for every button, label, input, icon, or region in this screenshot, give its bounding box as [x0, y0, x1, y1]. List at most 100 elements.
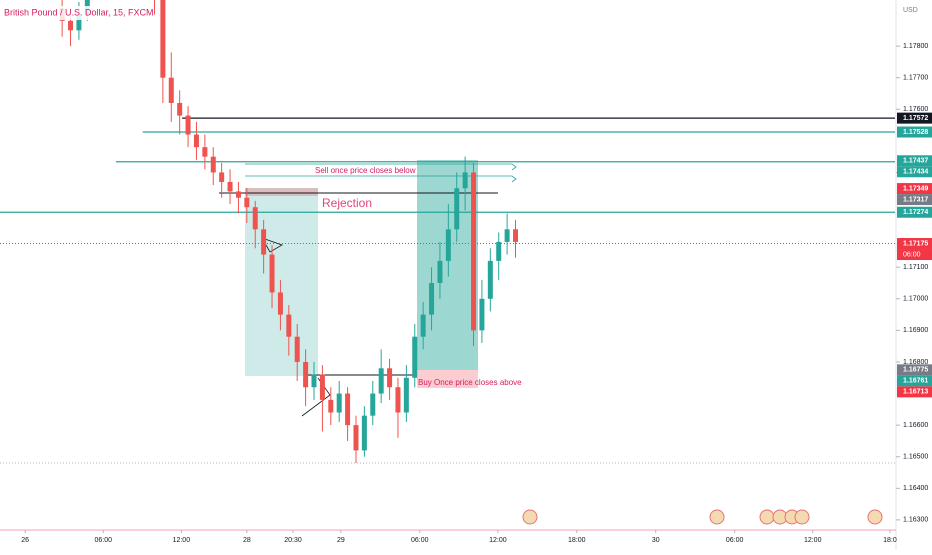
price-tag [897, 126, 932, 138]
candle-body [311, 374, 317, 388]
price-tag [897, 386, 932, 398]
candle-body [387, 368, 393, 388]
y-tick-label: 1.16400 [903, 485, 928, 492]
candle-body [336, 393, 342, 413]
candle-body [277, 292, 283, 315]
x-tick-label: 26 [21, 537, 29, 544]
candle-body [345, 393, 351, 426]
candle-body [462, 172, 468, 189]
candle-body [294, 336, 300, 362]
price-tag [897, 375, 932, 387]
candle-body [395, 387, 401, 413]
candle-body [252, 207, 258, 230]
candle-body [185, 115, 191, 135]
candle-body [235, 191, 241, 198]
price-tag [897, 183, 932, 195]
y-tick-label: 1.16300 [903, 517, 928, 524]
price-tag-label: 1.17437 [903, 158, 928, 165]
plot [0, 0, 895, 464]
candle-body [202, 147, 208, 157]
price-tag-label: 1.17434 [903, 169, 928, 176]
candle-body [269, 254, 275, 293]
candle-body [219, 172, 225, 182]
drawings [0, 160, 895, 464]
y-tick-label: 1.16600 [903, 422, 928, 429]
countdown-label: 06:00 [903, 251, 921, 258]
x-tick-label: 20:30 [284, 537, 302, 544]
candle-body [177, 102, 183, 116]
x-tick-label: 28 [243, 537, 251, 544]
y-tick-label: 1.16900 [903, 327, 928, 334]
event-icon [759, 509, 775, 525]
price-tag [897, 194, 932, 206]
candle-body [361, 415, 367, 451]
price-tag-label: 1.17349 [903, 185, 928, 192]
x-tick-label: 06:00 [411, 537, 429, 544]
annotation: Rejection [322, 196, 372, 210]
event-icon [867, 509, 883, 525]
x-tick-label: 12:00 [489, 537, 507, 544]
candle-body [445, 229, 451, 261]
candle-body [168, 77, 174, 103]
x-tick-label: 30 [652, 537, 660, 544]
candle-body [504, 229, 510, 242]
candle-body [437, 260, 443, 284]
candle-body [160, 0, 166, 78]
candle-body [496, 241, 502, 261]
x-tick-label: 18:0 [883, 537, 897, 544]
candle-body [286, 314, 292, 337]
candle-body [412, 336, 418, 378]
price-tag-label: 1.16775 [903, 367, 928, 374]
y-tick-label: 1.17700 [903, 75, 928, 82]
candle-body [487, 260, 493, 299]
annotation: Buy Once price closes above [418, 378, 522, 387]
candle-body [479, 298, 485, 331]
y-tick-label: 1.17800 [903, 43, 928, 50]
y-tick-label: 1.16800 [903, 359, 928, 366]
arrow-lines [245, 163, 517, 183]
x-tick-label: 18:00 [568, 537, 586, 544]
candle-body [513, 229, 519, 242]
candle-body [454, 188, 460, 230]
candle-body [68, 20, 74, 31]
price-tag-label: 1.17274 [903, 209, 928, 216]
price-tag [897, 112, 932, 124]
price-tag-label: 1.17317 [903, 196, 928, 203]
candle-body [244, 197, 250, 208]
title-bg [2, 6, 152, 20]
countdown-tag [897, 249, 932, 261]
candle-body [193, 134, 199, 148]
x-tick-label: 12:00 [804, 537, 822, 544]
candle-body [210, 156, 216, 173]
y-tick-label: 1.17000 [903, 296, 928, 303]
candle-body [403, 377, 409, 413]
candle-body [328, 399, 334, 413]
stop-zone [417, 370, 478, 388]
price-tag-label: 1.17528 [903, 129, 928, 136]
stop-zone [245, 188, 318, 196]
candle-body [471, 172, 477, 331]
x-tick-label: 06:00 [726, 537, 744, 544]
event-icon [709, 509, 725, 525]
currency-label: USD [903, 7, 918, 14]
target-zone [417, 160, 478, 370]
event-icon [794, 509, 810, 525]
y-tick-label: 1.16500 [903, 454, 928, 461]
x-tick-label: 29 [337, 537, 345, 544]
candle-body [429, 283, 435, 315]
price-tag [897, 206, 932, 218]
candle-body [378, 368, 384, 394]
price-tag-label: 1.17175 [903, 240, 928, 247]
x-tick-label: 12:00 [173, 537, 191, 544]
price-tag [897, 155, 932, 167]
price-tag-label: 1.17572 [903, 115, 928, 122]
candle-body [353, 425, 359, 451]
price-tag [897, 166, 932, 178]
candle-body [303, 361, 309, 388]
candle-body [227, 181, 233, 192]
price-tag-label: 1.16713 [903, 389, 928, 396]
candle-body [420, 314, 426, 337]
x-tick-label: 06:00 [95, 537, 113, 544]
candle-body [261, 229, 267, 255]
